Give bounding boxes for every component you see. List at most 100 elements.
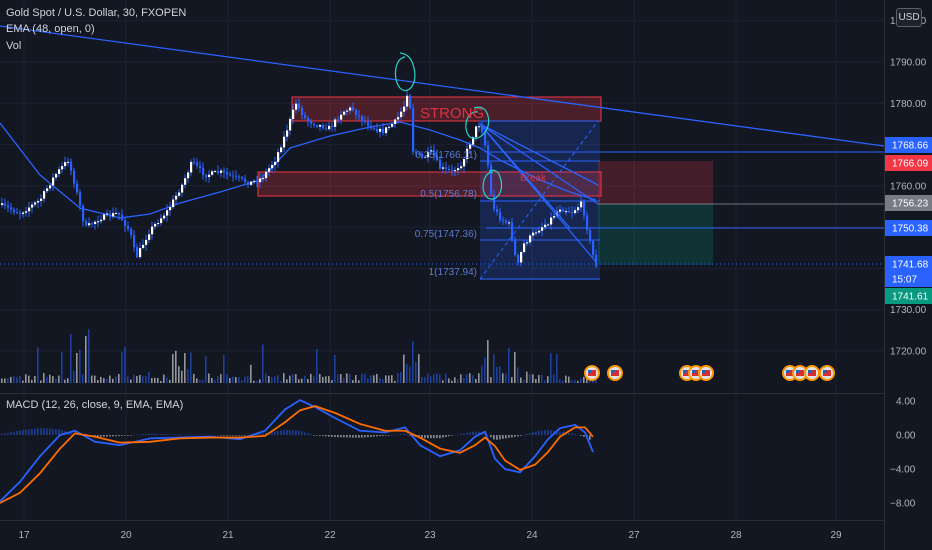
candle [529, 233, 532, 246]
economic-event-icon[interactable] [804, 365, 820, 381]
candle [202, 162, 205, 180]
svg-text:1768.66: 1768.66 [892, 141, 929, 152]
candle [514, 236, 517, 257]
candle [262, 173, 265, 183]
price-axis[interactable]: 1720.001730.001740.001750.001760.001770.… [890, 16, 927, 357]
candle [106, 209, 109, 217]
candle [379, 126, 382, 138]
candle [67, 157, 70, 167]
candle [553, 212, 556, 220]
candle [310, 118, 313, 129]
price-tag: 1768.66 [885, 137, 932, 153]
price-tag: 1741.68 [885, 256, 932, 272]
candle [280, 144, 283, 154]
candle [445, 162, 448, 174]
macd-legend[interactable]: MACD (12, 26, close, 9, EMA, EMA) [6, 399, 184, 411]
candle [592, 239, 595, 259]
candle [76, 179, 79, 196]
candle [259, 173, 262, 189]
candle [4, 198, 7, 210]
candle [55, 172, 58, 181]
candle [502, 216, 505, 225]
candle [544, 218, 547, 230]
candle [115, 207, 118, 215]
candle [406, 91, 409, 111]
candle [169, 201, 172, 216]
trendlines [0, 25, 884, 263]
candle [448, 165, 451, 173]
candle [97, 215, 100, 228]
candle [100, 214, 103, 224]
candle [385, 126, 388, 137]
candle [7, 200, 10, 213]
candle [460, 161, 463, 171]
price-tags: 1768.66 1766.09 1756.23 1750.38 1741.68 15:07… [885, 137, 932, 304]
macd-tick: 4.00 [896, 397, 916, 408]
candle [418, 152, 421, 156]
candle [268, 164, 271, 177]
candle [583, 198, 586, 221]
candle [319, 123, 322, 132]
price-tick: 1790.00 [890, 58, 927, 69]
candle [454, 166, 457, 177]
candle [523, 240, 526, 254]
candle [121, 208, 124, 222]
candle [139, 242, 142, 259]
candle [238, 174, 241, 182]
candle [433, 144, 436, 161]
candle [508, 219, 511, 227]
candle [307, 115, 310, 127]
candle [412, 103, 415, 156]
candle [136, 243, 139, 259]
time-axis[interactable]: 17 20 21 22 23 24 27 28 29 [18, 530, 842, 541]
price-tag: 1766.09 [885, 155, 932, 171]
time-tick: 17 [18, 530, 30, 541]
candle [550, 212, 553, 230]
time-tick: 23 [424, 530, 436, 541]
economic-event-icon[interactable] [698, 365, 714, 381]
candle [535, 227, 538, 237]
candle [226, 167, 229, 180]
candle [28, 201, 31, 217]
candle [58, 166, 61, 178]
candle [250, 180, 253, 186]
break-label: Break [520, 173, 547, 184]
candle [388, 125, 391, 130]
candle [34, 200, 37, 208]
candle [421, 150, 424, 160]
candle [253, 179, 256, 184]
candle [109, 210, 112, 221]
candle [346, 108, 349, 116]
candle [229, 171, 232, 177]
candle [499, 208, 502, 223]
economic-event-icon[interactable] [584, 365, 600, 381]
candle [103, 212, 106, 222]
candle [505, 218, 508, 225]
candle [493, 189, 496, 212]
event-markers[interactable] [584, 365, 835, 381]
volume-legend[interactable]: Vol [6, 40, 22, 52]
economic-event-icon[interactable] [607, 365, 623, 381]
candle [160, 213, 163, 226]
price-tag: 1756.23 [885, 195, 932, 211]
candle [340, 110, 343, 125]
time-tick: 21 [222, 530, 234, 541]
long-stop-area [598, 161, 713, 204]
candle [478, 122, 481, 132]
economic-event-icon[interactable] [819, 365, 835, 381]
candle [223, 167, 226, 179]
candle [376, 123, 379, 134]
candle [334, 116, 337, 132]
candle [532, 228, 535, 240]
ema-legend[interactable]: EMA (48, open, 0) [6, 23, 95, 35]
symbol-title[interactable]: Gold Spot / U.S. Dollar, 30, FXOPEN [6, 7, 187, 19]
time-tick: 24 [526, 530, 538, 541]
currency-button[interactable]: USD [896, 8, 922, 27]
candle [91, 221, 94, 228]
candle [187, 169, 190, 183]
candle [331, 121, 334, 132]
macd-axis[interactable]: 4.00 0.00 −4.00 −8.00 [890, 397, 916, 510]
candle [382, 123, 385, 136]
chart-grid [0, 0, 884, 520]
